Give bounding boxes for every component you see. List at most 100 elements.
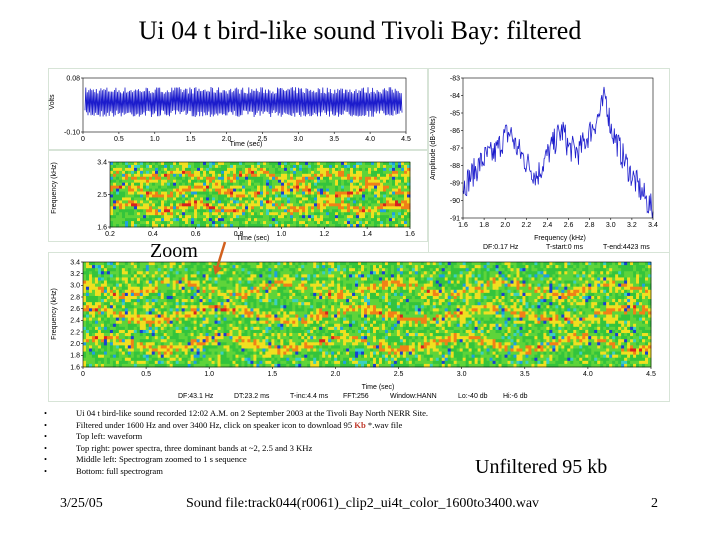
spectrogram-cell bbox=[295, 262, 299, 266]
spectrogram-cell bbox=[335, 170, 339, 175]
spectrogram-cell bbox=[350, 179, 354, 184]
spectrogram-cell bbox=[112, 283, 117, 288]
spectrogram-cell bbox=[151, 271, 156, 275]
spectrogram-cell bbox=[209, 170, 213, 175]
spectrogram-cell bbox=[106, 283, 111, 288]
spectrogram-cell bbox=[278, 173, 282, 178]
y-tick-label: -84 bbox=[450, 93, 460, 100]
spectrogram-cell bbox=[118, 274, 123, 278]
spectrogram-cell bbox=[600, 283, 604, 288]
spectrogram-cell bbox=[269, 185, 273, 189]
spectrogram-cell bbox=[513, 268, 517, 272]
spectrogram-cell bbox=[381, 280, 386, 285]
spectrogram-cell bbox=[266, 179, 270, 184]
spectrogram-cell bbox=[456, 295, 461, 300]
spectrogram-cell bbox=[122, 197, 126, 201]
spectrogram-cell bbox=[277, 262, 281, 266]
spectrogram-cell bbox=[115, 280, 120, 285]
spectrogram-cell bbox=[260, 200, 264, 204]
spectrogram-cell bbox=[341, 170, 345, 175]
spectrogram-cell bbox=[332, 188, 336, 192]
spectrogram-cell bbox=[594, 274, 598, 278]
spectrogram-cell bbox=[161, 173, 165, 178]
spectrogram-cell bbox=[184, 262, 189, 266]
spectrogram-cell bbox=[136, 292, 141, 297]
spectrogram-cell bbox=[462, 268, 467, 272]
spectrogram-cell bbox=[233, 224, 237, 228]
spectrogram-cell bbox=[185, 182, 189, 187]
spectrogram-cell bbox=[358, 268, 362, 272]
spectrogram-cell bbox=[299, 185, 303, 189]
spectrogram-cell bbox=[546, 289, 550, 294]
spectrogram-cell bbox=[525, 265, 529, 269]
spectrogram-cell bbox=[250, 268, 254, 272]
spectrogram-cell bbox=[389, 224, 393, 228]
spectrogram-cell bbox=[301, 277, 305, 281]
spectrogram-cell bbox=[146, 212, 150, 216]
spectrogram-cell bbox=[377, 200, 381, 204]
spectrogram-cell bbox=[645, 271, 649, 275]
spectrogram-cell bbox=[322, 265, 326, 269]
spectrogram-cell bbox=[331, 277, 335, 281]
spectrogram-cell bbox=[199, 289, 203, 294]
spectrogram-cell bbox=[290, 170, 294, 175]
spectrogram-cell bbox=[125, 218, 129, 222]
spectrogram-cell bbox=[143, 206, 147, 210]
spectrogram-cell bbox=[352, 289, 356, 294]
spectrogram-cell bbox=[155, 170, 159, 175]
spectrogram-cell bbox=[368, 206, 372, 210]
spectrogram-cell bbox=[257, 170, 261, 175]
spectrogram-cell bbox=[313, 295, 317, 300]
spectrogram-cell bbox=[271, 271, 275, 275]
spectrogram-cell bbox=[149, 167, 153, 172]
spectrogram-cell bbox=[253, 274, 257, 278]
spectrogram-cell bbox=[230, 191, 234, 195]
spectrogram-cell bbox=[411, 289, 416, 294]
spectrogram-cell bbox=[218, 194, 222, 198]
spectrogram-cell bbox=[175, 305, 180, 309]
spectrogram-cell bbox=[341, 221, 345, 225]
spectrogram-cell bbox=[233, 164, 237, 169]
spectrogram-cell bbox=[567, 280, 571, 285]
spectrogram-cell bbox=[134, 197, 138, 201]
spectrogram-cell bbox=[468, 280, 473, 285]
spectrogram-cell bbox=[91, 265, 96, 269]
spectrogram-cell bbox=[362, 164, 366, 169]
spectrogram-cell bbox=[283, 274, 287, 278]
spectrogram-cell bbox=[301, 286, 305, 291]
spectrogram-cell bbox=[486, 283, 490, 288]
spectrogram-cell bbox=[193, 289, 197, 294]
spectrogram-cell bbox=[205, 302, 209, 306]
spectrogram-cell bbox=[531, 265, 535, 269]
spectrogram-cell bbox=[193, 268, 197, 272]
spectrogram-cell bbox=[91, 274, 96, 278]
spectrogram-cell bbox=[239, 167, 243, 172]
spectrogram-cell bbox=[612, 268, 616, 272]
spectrogram-cell bbox=[130, 299, 135, 303]
spectrogram-cell bbox=[600, 295, 604, 300]
spectrogram-cell bbox=[148, 262, 153, 266]
spectrogram-cell bbox=[368, 182, 372, 187]
spectrogram-cell bbox=[196, 265, 200, 269]
zoom-xlabel: Time (sec) bbox=[237, 235, 270, 242]
spectrogram-cell bbox=[100, 289, 105, 294]
spectrogram-cell bbox=[236, 182, 240, 187]
spectrogram-cell bbox=[579, 299, 583, 303]
spectrogram-cell bbox=[615, 299, 619, 303]
spectrogram-cell bbox=[615, 274, 619, 278]
spectrogram-cell bbox=[230, 173, 234, 178]
spectrogram-cell bbox=[287, 179, 291, 184]
spectrogram-cell bbox=[220, 289, 224, 294]
spectrogram-cell bbox=[182, 218, 186, 222]
spectrogram-cell bbox=[423, 268, 428, 272]
spectrogram-cell bbox=[423, 274, 428, 278]
spectrogram-cell bbox=[474, 283, 479, 288]
spectrogram-cell bbox=[179, 200, 183, 204]
spectrogram-cell bbox=[119, 179, 123, 184]
spectrogram-cell bbox=[346, 286, 350, 291]
spectrogram-cell bbox=[124, 295, 129, 300]
spectrogram-cell bbox=[218, 182, 222, 187]
spectrogram-cell bbox=[185, 179, 189, 184]
spectrogram-cell bbox=[284, 212, 288, 216]
spectrogram-cell bbox=[316, 302, 320, 306]
